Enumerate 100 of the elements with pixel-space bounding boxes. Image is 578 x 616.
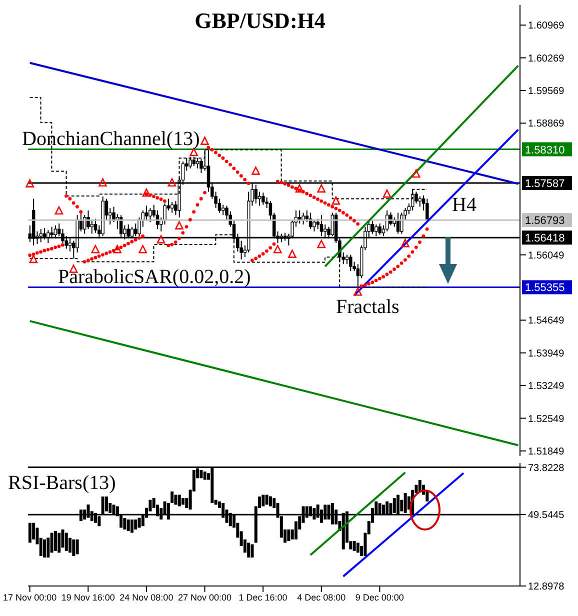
bar [247, 542, 250, 558]
bar [250, 544, 254, 558]
bar [104, 496, 108, 512]
ref-line-label: 1.56793 [525, 215, 565, 228]
candlestick [345, 254, 349, 265]
point [317, 240, 326, 248]
annotation: DonchianChannel(13) [22, 128, 200, 150]
point [91, 244, 100, 254]
point [54, 206, 64, 215]
bar [58, 532, 61, 553]
candlestick [148, 208, 152, 223]
y-tick-label: 49.5445 [528, 510, 565, 522]
bar [174, 494, 178, 505]
candlestick [221, 204, 225, 216]
y-tick-label: 1.56049 [528, 250, 565, 262]
candlestick [302, 212, 305, 225]
y-tick-label: 1.58869 [528, 118, 565, 130]
point [382, 189, 392, 198]
candlestick [262, 192, 265, 206]
y-tick-label: 12.8978 [528, 582, 565, 593]
point [29, 254, 38, 264]
bar [72, 539, 76, 556]
point [26, 179, 34, 188]
bar [54, 531, 57, 551]
bar [28, 522, 32, 543]
candlestick [370, 220, 374, 234]
bar [76, 539, 79, 554]
point [412, 169, 420, 178]
bar [200, 470, 203, 478]
point [156, 235, 166, 244]
x-tick-label: 1 Dec 16:00 [238, 592, 288, 602]
x-tick-label: 27 Nov 00:00 [178, 592, 232, 602]
bar [352, 540, 356, 551]
x-tick-label: 24 Nov 08:00 [120, 592, 174, 602]
point [295, 184, 304, 193]
candlestick [378, 222, 382, 236]
point [317, 184, 326, 193]
bar [203, 472, 206, 480]
x-tick-label: 4 Dec 08:00 [297, 592, 346, 602]
ref-line-label: 1.57587 [525, 178, 565, 190]
x-tick-label: 19 Nov 16:00 [61, 592, 115, 602]
bar [178, 494, 181, 506]
point [354, 287, 362, 296]
bar [262, 494, 265, 506]
bar [170, 491, 174, 503]
y-tick-label: 1.52549 [528, 414, 565, 425]
candlestick [144, 205, 148, 220]
bar [418, 480, 422, 492]
y-tick-label: 1.53949 [528, 348, 565, 360]
point [142, 188, 151, 197]
point [332, 196, 340, 205]
y-tick-label: 73.8228 [528, 462, 565, 474]
point [168, 178, 176, 187]
y-tick-label: 1.53249 [528, 381, 565, 392]
x-tick-label: 17 Nov 00:00 [3, 592, 57, 602]
bar [268, 496, 272, 506]
candlestick [400, 212, 404, 234]
y-tick-label: 1.60269 [528, 53, 565, 64]
bar [138, 518, 141, 528]
point [175, 221, 184, 230]
candlestick [170, 202, 174, 214]
annotation: RSI-Bars(13) [8, 472, 116, 494]
point [138, 244, 147, 254]
bar [43, 539, 46, 558]
candlestick [94, 218, 98, 234]
bar [123, 518, 126, 530]
candlestick [90, 219, 94, 234]
annotation: H4 [452, 194, 476, 216]
point [200, 136, 209, 145]
bar [287, 529, 290, 541]
y-tick-label: 1.60969 [528, 20, 565, 32]
y-tick-label: 1.54649 [528, 316, 565, 327]
ref-line-label: 1.58310 [525, 144, 565, 156]
candlestick [418, 196, 422, 208]
candlestick [298, 210, 302, 224]
point [273, 244, 282, 254]
candlestick [86, 210, 90, 230]
point [252, 166, 260, 175]
chart-title: GBP/USD:H4 [194, 8, 326, 34]
annotation: ParabolicSAR(0.02,0.2) [58, 266, 251, 288]
point [98, 178, 107, 187]
candlestick [188, 156, 192, 169]
point [113, 244, 122, 254]
candlestick [196, 158, 200, 169]
bar [134, 520, 138, 530]
x-tick-label: 9 Dec 00:00 [355, 592, 404, 602]
point [401, 238, 410, 248]
candlestick [349, 254, 352, 272]
candlestick [312, 219, 316, 232]
candlestick [192, 156, 196, 167]
bar [265, 494, 268, 505]
ref-line-label: 1.56418 [525, 232, 565, 245]
bar [130, 520, 134, 533]
bar [356, 542, 360, 553]
y-tick-label: 1.59569 [528, 86, 565, 98]
point [288, 250, 296, 258]
bar [126, 520, 130, 532]
ref-line-label: 1.55355 [525, 282, 565, 294]
candlestick [258, 191, 262, 206]
annotation: Fractals [336, 296, 400, 318]
